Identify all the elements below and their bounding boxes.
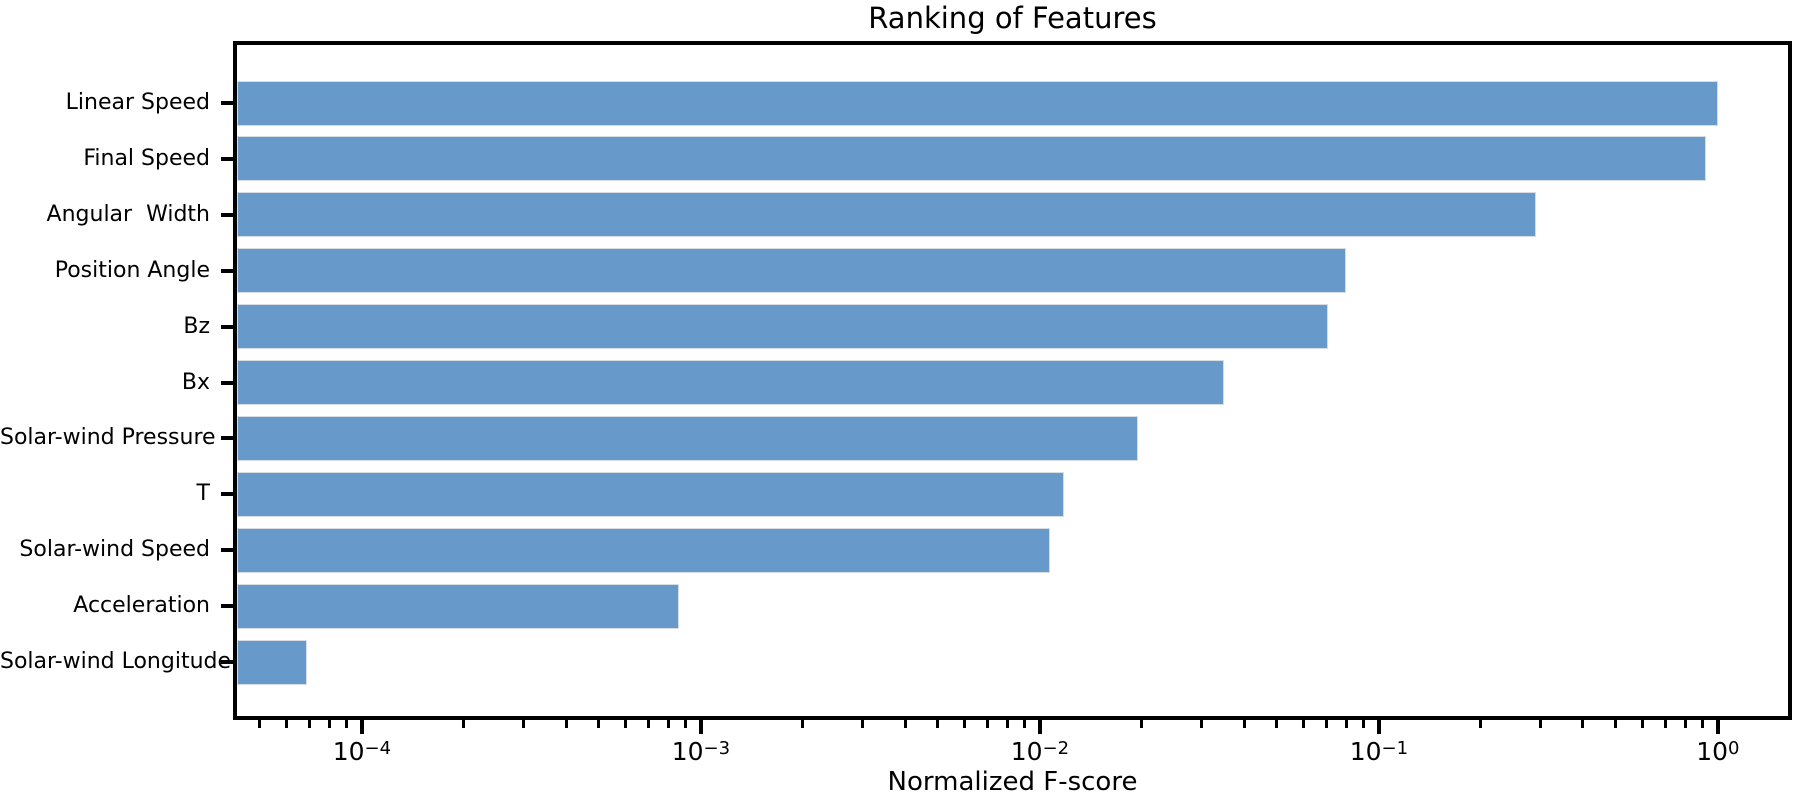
bar-linear-speed [237,80,1718,126]
x-tick-mark-minor [1700,720,1704,728]
bar-bx [237,360,1225,405]
x-tick-mark-minor [564,720,568,728]
y-tick-mark [221,548,233,553]
y-tick-mark [221,156,233,161]
plot-area: 10−4 10−3 10−2 10−1 100 [221,45,1788,766]
x-tick-mark-minor [624,720,628,728]
y-tick-mark [221,436,233,441]
x-tick-mark-minor [1200,720,1204,728]
y-tick-mark [221,101,233,105]
x-tick-mark-major [1715,720,1720,734]
x-tick-mark-major [698,720,703,734]
x-tick-mark-minor [1022,720,1026,728]
x-tick-mark-minor [1324,720,1328,728]
x-tick-mark-minor [666,720,670,728]
bar-t [237,471,1065,517]
y-tick-mark [221,268,233,273]
y-tick-mark [221,660,233,664]
x-tick-mark-minor [1539,720,1543,728]
y-axis-tick-label-position-angle: Position Angle [54,257,210,283]
x-tick-mark-minor [285,720,289,728]
x-tick-mark-minor [344,720,348,728]
y-axis-tick-label-final-speed: Final Speed [83,145,210,171]
x-tick-mark-minor [1275,720,1279,728]
x-tick-mark-minor [597,720,601,728]
y-axis-tick-label-angular-width: Angular Width [46,201,210,227]
x-tick-mark-minor [646,720,650,728]
x-tick-mark-minor [936,720,940,728]
y-axis-tick-label-bx: Bx [181,369,210,395]
x-tick-mark-minor [861,720,865,728]
y-axis-tick-label-t: T [196,481,210,507]
x-tick-label: 10−1 [1349,737,1409,766]
y-tick-mark [221,380,233,385]
x-tick-label: 10−2 [1010,737,1070,766]
y-tick-mark [221,212,233,217]
x-tick-mark-minor [1641,720,1645,728]
bar-angular-width [237,192,1536,238]
y-axis-tick-label-solar-wind-longitude: Solar-wind Longitude [0,649,232,674]
x-tick-mark-minor [1479,720,1483,728]
x-tick-mark-minor [1683,720,1687,728]
x-tick-mark-minor [258,720,262,728]
x-tick-mark-minor [1302,720,1306,728]
y-axis-tick-label-linear-speed: Linear Speed [65,90,210,115]
bar-bz [237,304,1329,350]
x-tick-mark-minor [1242,720,1246,728]
x-tick-mark-minor [1005,720,1009,728]
y-tick-mark [221,604,233,609]
x-tick-mark-minor [462,720,466,728]
x-tick-mark-minor [1344,720,1348,728]
x-axis-label: Normalized F-score [887,767,1138,797]
x-tick-mark-minor [963,720,967,728]
x-tick-label: 100 [1696,737,1740,766]
x-tick-mark-minor [903,720,907,728]
y-axis-tick-label-solar-wind-speed: Solar-wind Speed [19,537,210,563]
x-tick-mark-minor [307,720,311,728]
x-tick-mark-minor [1361,720,1365,728]
x-tick-mark-minor [1663,720,1667,728]
x-tick-mark-minor [683,720,687,728]
x-tick-mark-major [1037,720,1042,734]
x-tick-mark-minor [327,720,331,728]
y-axis-tick-label-solar-wind-pressure: Solar-wind Pressure [0,425,216,451]
x-tick-mark-minor [1140,720,1144,728]
x-tick-mark-major [1376,720,1381,734]
x-tick-label: 10−3 [671,737,731,766]
x-tick-mark-minor [801,720,805,728]
x-tick-label: 10−4 [332,737,392,766]
bar-acceleration [237,583,679,629]
y-tick-mark [221,492,233,497]
bar-solar-wind-pressure [237,415,1139,461]
y-tick-mark [221,324,233,329]
bar-final-speed [237,136,1706,182]
plot-border [233,41,1792,720]
bar-solar-wind-longitude [237,639,308,685]
chart-title: Ranking of Features [868,1,1157,35]
x-tick-mark-minor [985,720,989,728]
y-axis-tick-label-acceleration: Acceleration [73,593,210,619]
bar-position-angle [237,248,1347,294]
x-tick-mark-major [359,720,364,734]
y-axis-tick-label-bz: Bz [183,313,210,339]
x-tick-mark-minor [1581,720,1585,728]
x-tick-mark-minor [522,720,526,728]
bar-solar-wind-speed [237,527,1050,573]
x-tick-mark-minor [1614,720,1618,728]
